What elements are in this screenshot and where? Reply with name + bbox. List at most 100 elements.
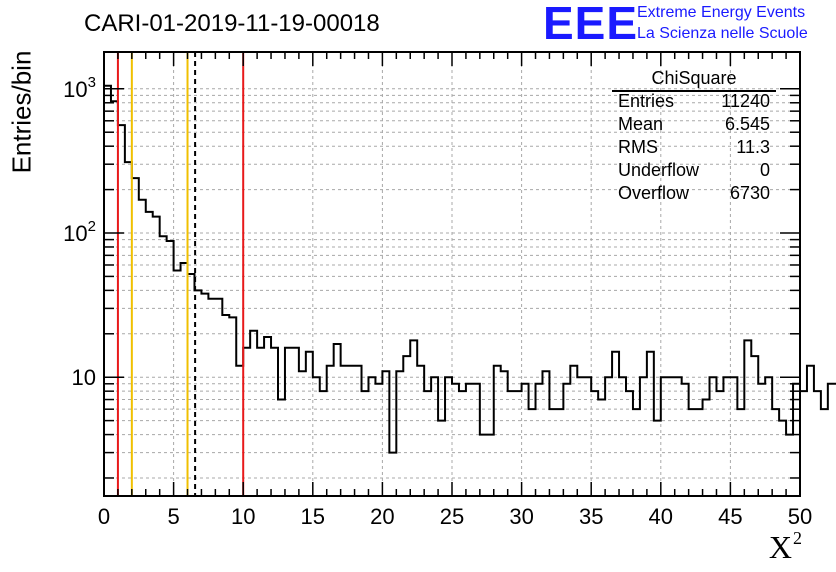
histogram-bin <box>542 371 549 496</box>
histogram-bin <box>118 125 125 496</box>
histogram-bin <box>730 377 737 496</box>
histogram-bin <box>703 400 710 496</box>
reference-lines <box>116 52 245 496</box>
stats-divider <box>612 90 776 92</box>
y-tick-label-base: 10 <box>72 365 96 390</box>
histogram-bin <box>591 391 598 496</box>
histogram-bin <box>292 348 299 496</box>
histogram-bin <box>334 344 341 496</box>
histogram-bin <box>710 377 717 496</box>
stats-row: Overflow 6730 <box>612 182 776 205</box>
histogram-bin <box>229 317 236 496</box>
histogram-bin <box>549 409 556 496</box>
histogram-bin <box>201 294 208 496</box>
histogram-bin <box>264 337 271 496</box>
histogram-bin <box>188 274 195 496</box>
x-tick-label: 35 <box>579 504 603 529</box>
histogram-bin <box>536 384 543 496</box>
histogram-bin <box>654 421 661 496</box>
stats-label: Overflow <box>618 183 690 203</box>
stats-row: Mean 6.545 <box>612 113 776 136</box>
histogram-bin <box>111 101 118 496</box>
histogram-bin <box>723 377 730 496</box>
histogram-bin <box>403 356 410 496</box>
logo-line-2: La Scienza nelle Scuole <box>637 25 808 42</box>
histogram-bin <box>215 299 222 496</box>
histogram-bin <box>236 366 243 496</box>
histogram-bin <box>689 409 696 496</box>
histogram-bin <box>348 366 355 496</box>
histogram-bin <box>570 366 577 496</box>
histogram-bin <box>466 384 473 496</box>
histogram-bin <box>626 391 633 496</box>
stats-value: 11.3 <box>736 137 770 157</box>
histogram-bin <box>431 377 438 496</box>
histogram-bin <box>167 241 174 496</box>
stats-row: RMS 11.3 <box>612 136 776 159</box>
stats-row: Entries 11240 <box>612 90 776 113</box>
histogram-bin <box>605 377 612 496</box>
histogram-bin <box>501 371 508 496</box>
chart-title: CARI-01-2019-11-19-00018 <box>84 10 380 37</box>
histogram-bin <box>410 340 417 496</box>
x-tick-label: 25 <box>440 504 464 529</box>
histogram-bin <box>396 371 403 496</box>
histogram-bin <box>577 377 584 496</box>
stats-label: Entries <box>618 91 675 111</box>
stats-value: 6.545 <box>724 114 770 134</box>
histogram-bin <box>598 400 605 496</box>
histogram-bin <box>125 162 132 496</box>
histogram-bin <box>716 391 723 496</box>
x-tick-label: 40 <box>649 504 673 529</box>
stats-value: 11240 <box>721 91 770 111</box>
histogram-bin <box>362 391 369 496</box>
histogram-bin <box>529 409 536 496</box>
histogram-bin <box>779 421 786 496</box>
histogram-bin <box>744 340 751 496</box>
histogram-bin <box>306 352 313 496</box>
x-tick-label: 5 <box>167 504 179 529</box>
stats-value: 0 <box>759 160 770 180</box>
histogram-bin <box>313 377 320 496</box>
histogram-bin <box>751 356 758 496</box>
y-tick-label: 103 <box>63 74 96 102</box>
histogram-bin <box>424 391 431 496</box>
histogram-bin <box>619 377 626 496</box>
histogram-bin <box>800 391 807 496</box>
y-tick-label-exponent: 3 <box>88 74 96 91</box>
histogram-bin <box>758 384 765 496</box>
stats-label: Underflow <box>618 160 700 180</box>
histogram-bin <box>640 377 647 496</box>
histogram-bin <box>522 384 529 496</box>
eee-logo: EEE <box>543 0 639 49</box>
x-axis-label-exponent: 2 <box>793 528 802 548</box>
histogram-bin <box>508 391 515 496</box>
y-axis-label: Entries/bin <box>6 50 37 174</box>
histogram-bin <box>438 421 445 496</box>
histogram-bin <box>515 391 522 496</box>
histogram-bin <box>382 371 389 496</box>
histogram-bin <box>445 377 452 496</box>
histogram-bin <box>285 348 292 496</box>
stats-title: ChiSquare <box>651 68 737 88</box>
histogram-bin <box>828 384 835 496</box>
histogram-bin <box>257 348 264 496</box>
histogram-bin <box>327 366 334 496</box>
x-axis-label: X2 <box>769 528 802 566</box>
histogram-bin <box>250 331 257 496</box>
histogram-bin <box>647 352 654 496</box>
y-tick-label: 10 <box>72 365 96 390</box>
x-tick-label: 20 <box>370 504 394 529</box>
y-tick-label: 102 <box>63 218 96 246</box>
histogram-bin <box>181 263 188 496</box>
histogram-bin <box>737 409 744 496</box>
histogram-bin <box>194 290 201 496</box>
histogram-bin <box>132 178 139 496</box>
histogram-bin <box>786 435 793 496</box>
x-tick-label: 10 <box>231 504 255 529</box>
histogram-outline <box>104 84 836 454</box>
histogram-bin <box>459 391 466 496</box>
histogram-bin <box>556 409 563 496</box>
histogram-bin <box>320 391 327 496</box>
logo-line-1: Extreme Energy Events <box>637 4 806 21</box>
